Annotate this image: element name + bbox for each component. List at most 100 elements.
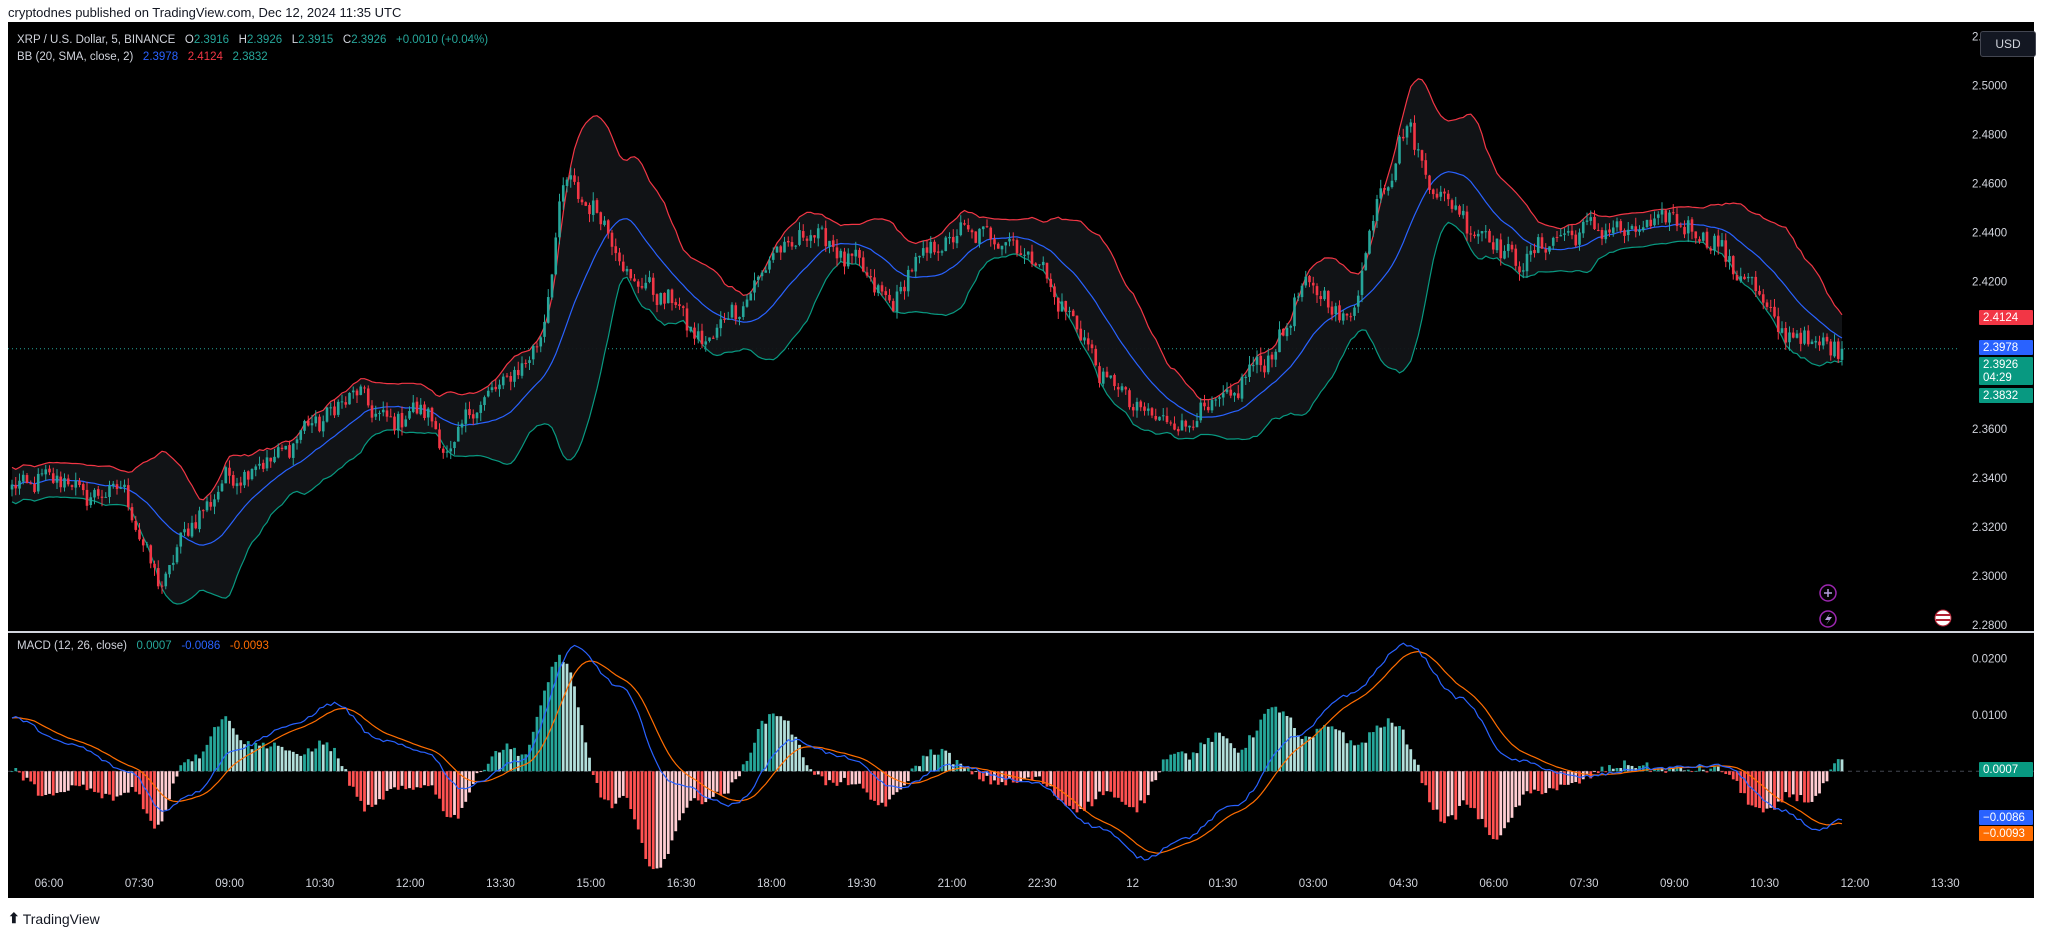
candle (846, 248, 850, 269)
macd-hist-bar (1195, 753, 1199, 772)
macd-hist-bar (40, 771, 44, 797)
bb-upper-tag: 2.4124 (1983, 312, 2019, 324)
macd-hist-bar (1698, 764, 1701, 772)
candle-body (419, 404, 423, 415)
candle-body (1409, 122, 1413, 127)
macd-hist-bar (670, 771, 674, 841)
candle (74, 472, 78, 496)
candle-body (306, 420, 310, 426)
macd-hist-bar (449, 771, 453, 818)
candle-body (81, 484, 85, 491)
candle-body (1315, 286, 1319, 296)
candle (430, 406, 434, 428)
candle (730, 302, 734, 319)
currency-button[interactable]: USD (1980, 31, 2036, 57)
candle (1671, 204, 1675, 216)
candle (1146, 403, 1150, 416)
macd-hist-bar (839, 771, 843, 783)
candle (970, 228, 974, 239)
candle-body (719, 319, 723, 329)
candle (464, 402, 468, 433)
candle (258, 456, 261, 470)
candle-body (1833, 341, 1836, 357)
candle (1491, 235, 1495, 254)
candle (1716, 229, 1720, 255)
candle (1169, 420, 1173, 426)
candle-body (1356, 295, 1360, 307)
candle (689, 326, 693, 333)
candle-body (93, 489, 96, 498)
candle (160, 581, 164, 594)
candle-body (48, 468, 51, 473)
candle (111, 480, 115, 489)
macd-hist-bar (659, 771, 663, 868)
candle-body (629, 269, 633, 279)
candle-body (888, 294, 891, 301)
candle-body (205, 501, 209, 511)
candle-body (1746, 276, 1750, 279)
candle (175, 544, 179, 565)
candle (1589, 210, 1593, 226)
candle-body (1619, 221, 1623, 231)
candle-body (606, 220, 610, 234)
macd-hist-bar (1094, 771, 1098, 800)
candle-body (1090, 344, 1094, 349)
macd-hist-bar (524, 754, 528, 772)
candle (1004, 241, 1008, 254)
macd-hist-bar (1420, 771, 1424, 784)
macd-hist-bar (1383, 726, 1386, 772)
candle (591, 192, 595, 222)
macd-hist-bar (520, 754, 524, 772)
macd-hist-bar (1203, 744, 1206, 772)
macd-hist-bar (1098, 771, 1101, 792)
candle-body (1038, 264, 1041, 266)
candle (1049, 273, 1053, 292)
macd-hist-bar (858, 771, 861, 784)
candle (771, 247, 775, 263)
candle (1743, 273, 1746, 280)
close-label: C (342, 34, 352, 46)
candle-body (1263, 365, 1266, 373)
candle (1649, 214, 1653, 230)
candle-body (558, 201, 561, 238)
macd-hist-bar (1424, 771, 1428, 786)
candle (861, 251, 865, 273)
candle-body (434, 421, 438, 430)
candle (130, 503, 134, 523)
last-price-tag-bg (1979, 357, 2033, 385)
candle-body (764, 270, 768, 273)
candle (355, 388, 359, 404)
candle-body (1548, 246, 1551, 252)
candle (1281, 327, 1285, 337)
macd-hist-bar (201, 751, 205, 772)
candle (370, 400, 374, 423)
macd-hist-bar (498, 752, 501, 772)
candle (981, 226, 985, 237)
candle (1705, 227, 1709, 250)
candle (299, 429, 303, 444)
candle-body (850, 253, 854, 256)
high-value: 2.3926 (246, 34, 283, 46)
macd-hist-bar (1398, 725, 1401, 772)
macd-hist-bar (55, 771, 59, 793)
candle (168, 565, 171, 578)
candle (839, 248, 843, 263)
candle-body (1814, 340, 1818, 343)
macd-hist-bar (1521, 771, 1525, 795)
macd-hist-bar (81, 771, 85, 785)
macd-hist-bar (1405, 744, 1409, 772)
macd-hist-bar (1788, 771, 1791, 798)
candle (78, 477, 81, 488)
candle-body (1461, 210, 1465, 216)
candle-body (1788, 332, 1791, 343)
macd-hist-bar (1623, 760, 1626, 772)
candle (1071, 308, 1075, 317)
candle-body (610, 232, 614, 247)
candle (1758, 285, 1761, 296)
candle (1184, 419, 1188, 432)
candle (498, 379, 501, 397)
candle (708, 337, 711, 343)
candle-body (771, 253, 775, 260)
candle (621, 254, 625, 273)
